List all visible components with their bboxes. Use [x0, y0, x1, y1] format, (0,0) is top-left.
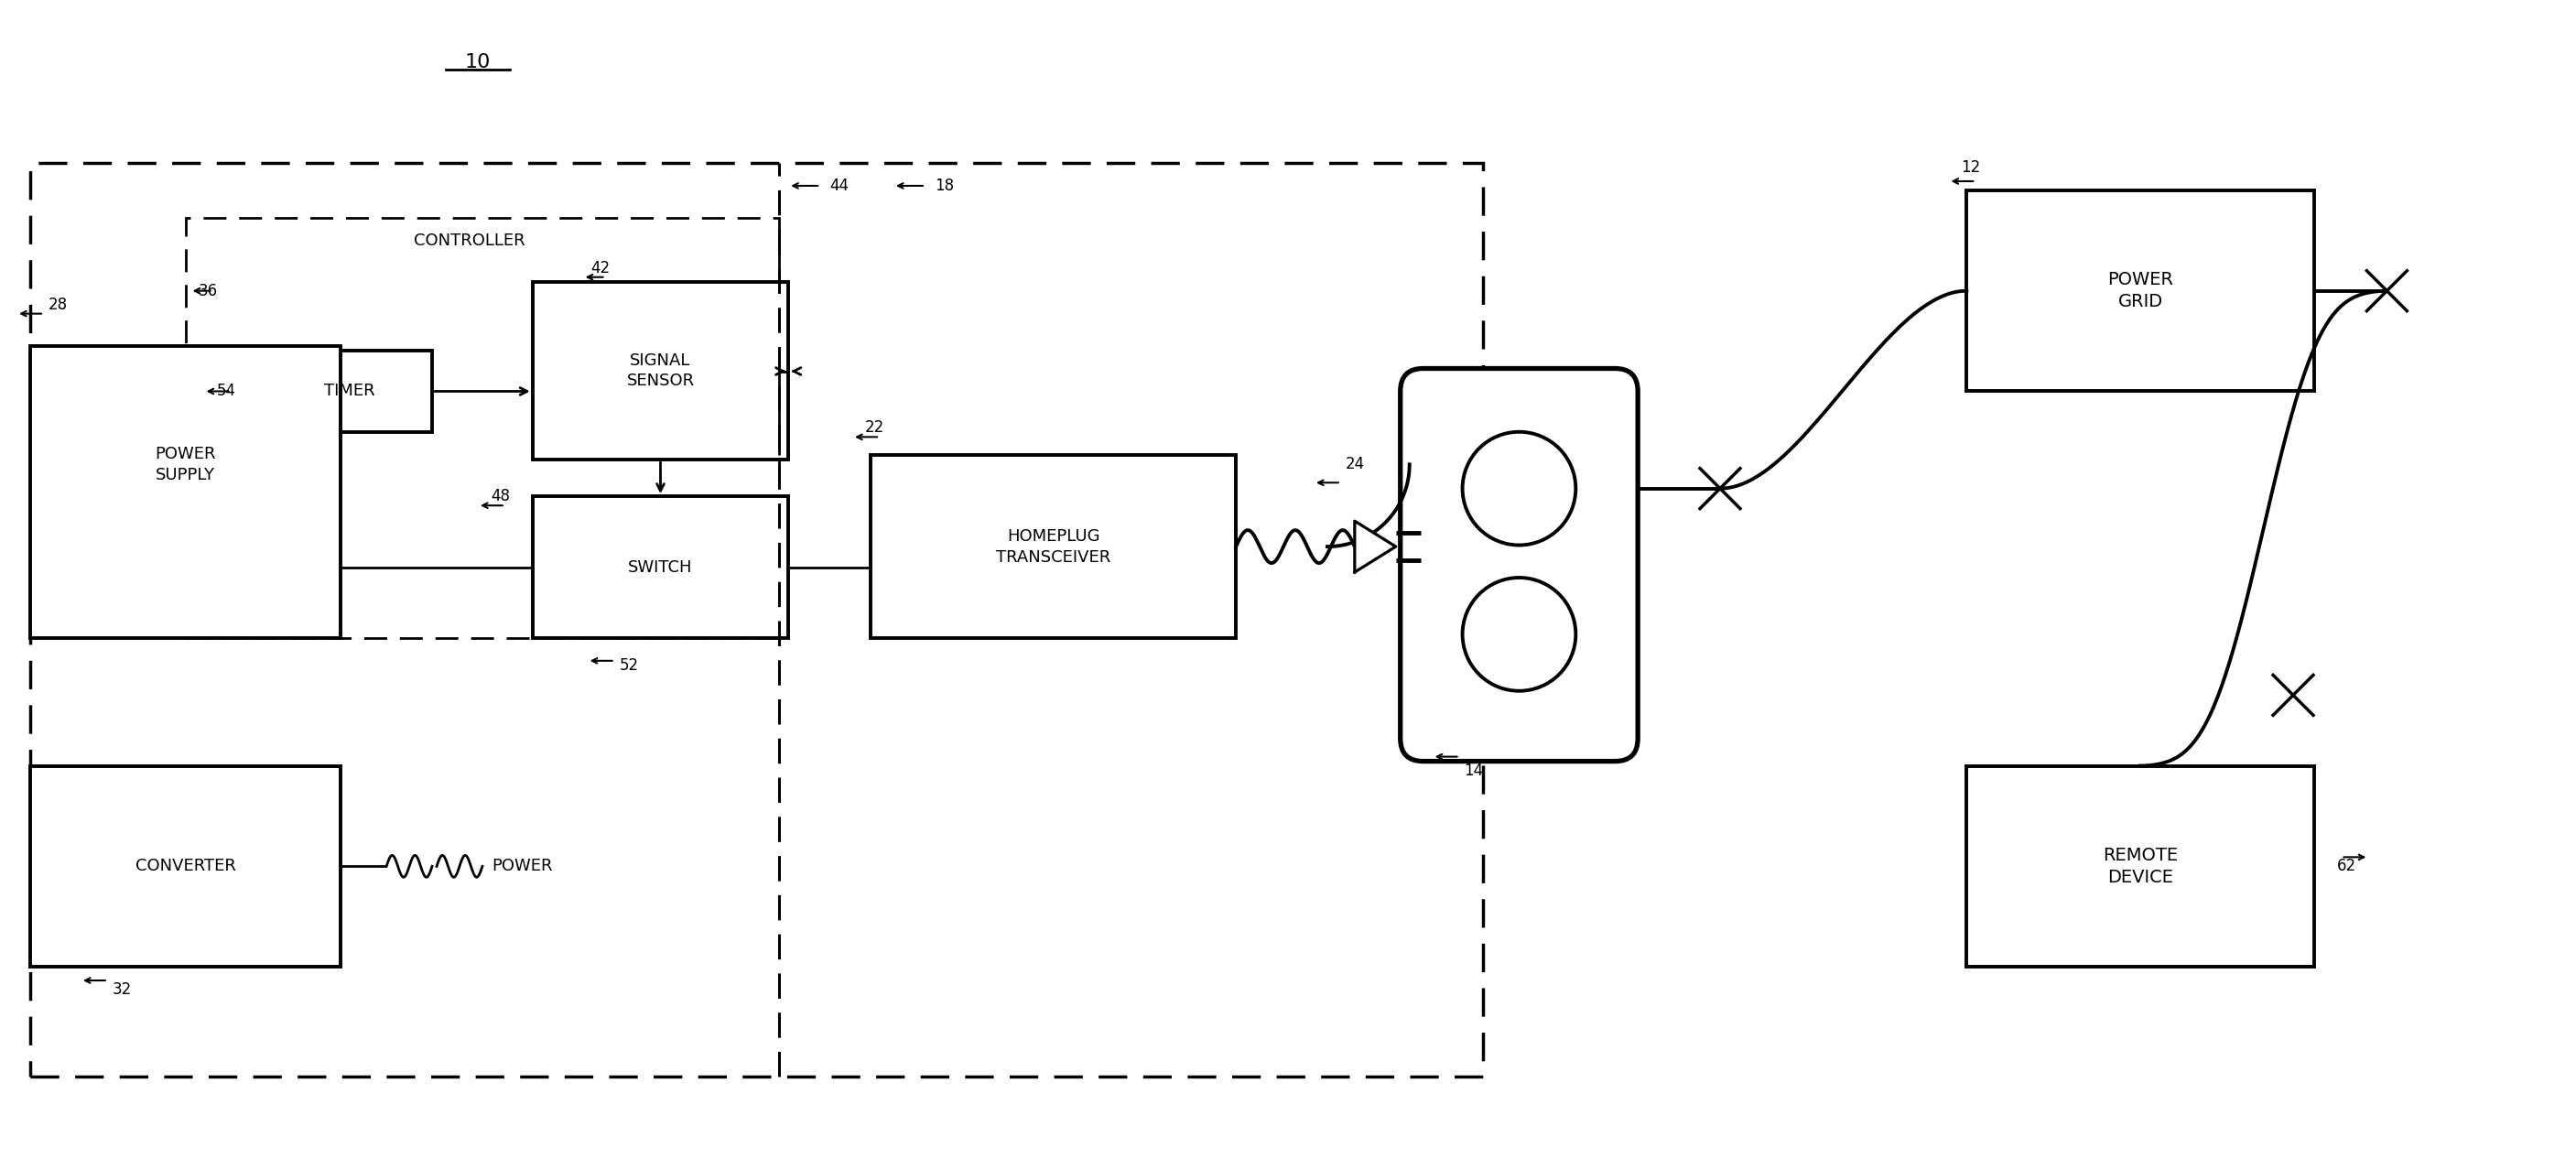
Text: REMOTE
DEVICE: REMOTE DEVICE	[2102, 846, 2177, 886]
Text: 28: 28	[49, 296, 67, 313]
Text: 12: 12	[1960, 159, 1981, 175]
Text: TIMER: TIMER	[325, 383, 376, 400]
Polygon shape	[1355, 521, 1396, 572]
FancyBboxPatch shape	[871, 455, 1236, 638]
Text: 10: 10	[464, 54, 492, 71]
Text: SIGNAL
SENSOR: SIGNAL SENSOR	[626, 352, 696, 389]
Text: 62: 62	[2336, 858, 2357, 874]
Text: 24: 24	[1345, 456, 1365, 472]
Circle shape	[1463, 431, 1577, 545]
Text: 42: 42	[590, 260, 611, 276]
Text: 44: 44	[829, 178, 848, 194]
Text: SWITCH: SWITCH	[629, 559, 693, 575]
Text: POWER: POWER	[492, 858, 551, 874]
Text: 36: 36	[198, 283, 216, 299]
FancyBboxPatch shape	[31, 346, 340, 638]
Text: POWER
GRID: POWER GRID	[2107, 271, 2174, 311]
Text: 52: 52	[618, 657, 639, 673]
FancyBboxPatch shape	[533, 497, 788, 638]
FancyBboxPatch shape	[1965, 191, 2313, 392]
FancyBboxPatch shape	[1401, 368, 1638, 761]
Text: 54: 54	[216, 383, 237, 400]
Text: 18: 18	[935, 178, 953, 194]
Text: 48: 48	[489, 489, 510, 505]
FancyBboxPatch shape	[31, 766, 340, 967]
FancyBboxPatch shape	[268, 351, 433, 433]
Circle shape	[1463, 577, 1577, 691]
Text: CONVERTER: CONVERTER	[134, 858, 237, 874]
Text: 22: 22	[866, 420, 884, 436]
Text: 32: 32	[113, 981, 131, 998]
Text: HOMEPLUG
TRANSCEIVER: HOMEPLUG TRANSCEIVER	[997, 528, 1110, 566]
Text: CONTROLLER: CONTROLLER	[415, 233, 526, 249]
Text: POWER
SUPPLY: POWER SUPPLY	[155, 445, 216, 483]
FancyBboxPatch shape	[1965, 766, 2313, 967]
FancyBboxPatch shape	[533, 282, 788, 459]
Text: 14: 14	[1463, 762, 1484, 779]
